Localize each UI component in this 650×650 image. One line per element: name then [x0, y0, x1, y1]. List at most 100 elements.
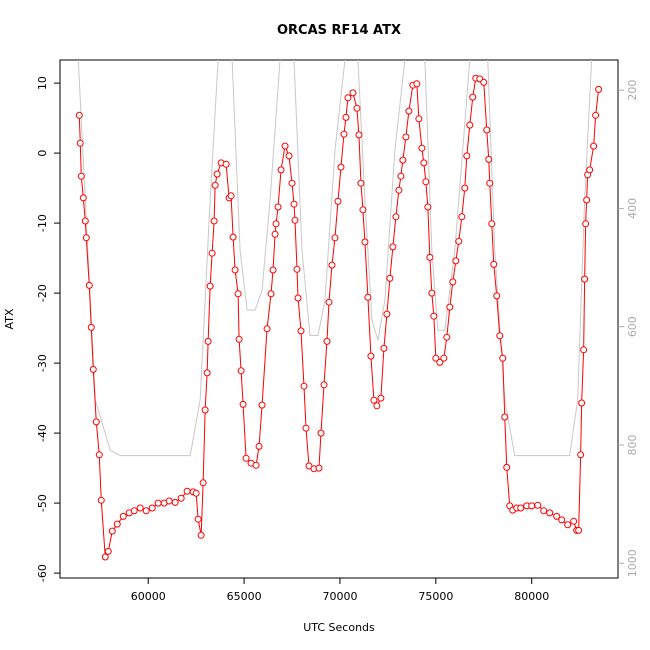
y-tick-label: -40: [36, 424, 49, 442]
data-point: [263, 325, 271, 333]
data-point: [274, 203, 282, 211]
data-point: [461, 184, 469, 192]
data-point: [443, 333, 451, 341]
plot-area: [75, 60, 603, 561]
chart-title: ORCAS RF14 ATX: [277, 23, 401, 38]
data-point: [213, 170, 221, 178]
data-point: [499, 354, 507, 362]
y-tick-label: -60: [36, 564, 49, 582]
y2-tick-label: 600: [626, 316, 639, 337]
y-axis-label: ATX: [3, 308, 16, 329]
data-point: [334, 197, 342, 205]
data-point: [85, 281, 93, 289]
data-point: [203, 369, 211, 377]
data-point: [359, 206, 367, 214]
data-point: [370, 396, 378, 404]
data-point: [291, 216, 299, 224]
secondary-line: [77, 60, 593, 457]
data-point: [534, 501, 542, 509]
y-tick-label: -20: [36, 284, 49, 302]
data-point: [272, 220, 280, 228]
data-point: [297, 327, 305, 335]
x-tick-label: 80000: [514, 590, 549, 603]
y-tick-label: 10: [36, 76, 49, 90]
data-point: [469, 93, 477, 101]
y-tick-label: 0: [36, 150, 49, 157]
data-point: [496, 332, 504, 340]
data-point: [267, 290, 275, 298]
data-point: [148, 504, 156, 512]
data-point: [564, 521, 572, 529]
data-point: [355, 131, 363, 139]
data-point: [92, 418, 100, 426]
data-point: [328, 261, 336, 269]
data-point: [583, 196, 591, 204]
data-point: [485, 155, 493, 163]
data-point: [227, 192, 235, 200]
data-point: [235, 335, 243, 343]
data-point: [578, 399, 586, 407]
data-point: [201, 406, 209, 414]
data-point: [455, 237, 463, 245]
data-point: [501, 413, 509, 421]
data-point: [211, 181, 219, 189]
data-point: [337, 163, 345, 171]
data-point: [95, 451, 103, 459]
data-point: [130, 507, 138, 515]
data-point: [269, 266, 277, 274]
data-point: [177, 494, 185, 502]
data-point: [480, 78, 488, 86]
data-point: [271, 230, 279, 238]
data-point: [87, 323, 95, 331]
data-point: [430, 312, 438, 320]
data-point: [422, 178, 430, 186]
data-point: [577, 451, 585, 459]
data-point: [119, 512, 127, 520]
data-point: [340, 130, 348, 138]
data-point: [192, 489, 200, 497]
data-point: [483, 126, 491, 134]
data-point: [490, 260, 498, 268]
x-tick-label: 75000: [418, 590, 453, 603]
data-point: [317, 429, 325, 437]
data-point: [592, 111, 600, 119]
data-point: [389, 243, 397, 251]
data-point: [349, 89, 357, 97]
x-tick-label: 60000: [131, 590, 166, 603]
data-point: [108, 527, 116, 535]
data-point: [222, 160, 230, 168]
data-point: [540, 507, 548, 515]
data-point: [449, 278, 457, 286]
data-point: [458, 213, 466, 221]
data-point: [405, 107, 413, 115]
data-point: [165, 497, 173, 505]
data-point: [325, 298, 333, 306]
x-tick-label: 65000: [227, 590, 262, 603]
data-point: [452, 257, 460, 265]
data-point: [528, 502, 536, 510]
data-point: [154, 499, 162, 507]
data-point: [553, 512, 561, 520]
y-tick-label: -30: [36, 354, 49, 372]
data-point: [428, 289, 436, 297]
y2-tick-label: 800: [626, 434, 639, 455]
data-point: [229, 233, 237, 241]
data-point: [383, 310, 391, 318]
data-point: [420, 159, 428, 167]
y2-tick-label: 1000: [626, 549, 639, 577]
data-point: [395, 186, 403, 194]
data-point: [288, 179, 296, 187]
y2-tick-label: 400: [626, 198, 639, 219]
data-point: [440, 354, 448, 362]
data-point: [281, 142, 289, 150]
data-point: [446, 303, 454, 311]
data-point: [252, 461, 260, 469]
data-point: [575, 526, 583, 534]
data-point: [234, 290, 242, 298]
data-point: [197, 531, 205, 539]
data-point: [399, 156, 407, 164]
x-tick-label: 70000: [322, 590, 357, 603]
data-point: [206, 282, 214, 290]
y2-tick-label: 200: [626, 80, 639, 101]
data-point: [290, 200, 298, 208]
